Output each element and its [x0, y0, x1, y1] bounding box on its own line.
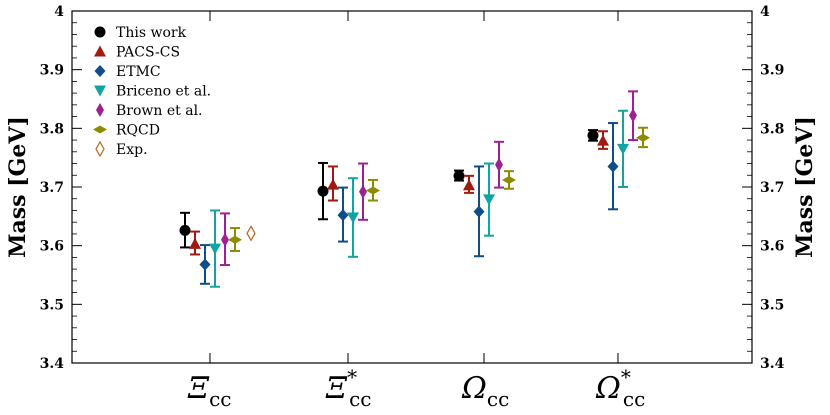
y-tick-label-left: 4	[54, 4, 64, 20]
y-tick-label-left: 3.9	[40, 63, 64, 79]
data-point	[246, 225, 256, 242]
category-symbol: Ω	[595, 371, 621, 406]
data-point	[327, 178, 339, 190]
y-tick-label-right: 4	[760, 4, 770, 20]
legend-label: Exp.	[116, 142, 148, 158]
legend-marker	[93, 125, 107, 134]
category-subscript: cc	[623, 387, 645, 411]
data-point	[359, 184, 367, 199]
y-tick-label-left: 3.4	[40, 356, 65, 372]
legend-marker	[94, 26, 106, 38]
category-label: Ξcc	[187, 371, 232, 411]
legend: This work PACS-CS ETMC Briceno et al. Brown …	[93, 25, 211, 158]
y-tick-label-left: 3.5	[40, 297, 64, 313]
legend-label: RQCD	[116, 123, 160, 139]
legend-label: Briceno et al.	[116, 84, 211, 100]
axis-ticks	[72, 10, 752, 364]
y-tick-label-right: 3.5	[760, 297, 784, 313]
y-tick-label-left: 3.8	[40, 121, 64, 137]
data-point	[617, 143, 629, 155]
y-axis-label-right: Mass [GeV]	[792, 116, 818, 258]
legend-marker	[95, 140, 105, 158]
legend-marker	[94, 85, 106, 97]
category-subscript: cc	[487, 387, 509, 411]
data-point	[366, 186, 380, 195]
data-point	[199, 258, 211, 271]
y-tick-label-left: 3.6	[40, 239, 64, 255]
category-label: Ξ* cc	[325, 365, 372, 411]
legend-marker	[94, 65, 106, 77]
category-label: Ω* cc	[595, 365, 645, 411]
legend-label: PACS-CS	[116, 45, 180, 61]
data-point	[463, 179, 475, 191]
y-tick-label-right: 3.7	[760, 180, 784, 196]
y-tick-label-right: 3.4	[760, 356, 785, 372]
legend-label: Brown et al.	[116, 103, 203, 119]
y-tick-labels: 3.4 3.4 3.5 3.5 3.6 3.6 3.7 3.7 3.8 3.8 3.9 3.9 4 4	[40, 4, 785, 372]
category-superscript: *	[621, 365, 631, 389]
data-point	[179, 224, 191, 236]
legend-marker	[96, 103, 104, 117]
legend-marker	[94, 45, 106, 57]
data-point	[502, 175, 516, 184]
category-subscript: cc	[209, 387, 231, 411]
plot-frame	[71, 10, 753, 364]
data-point	[221, 232, 229, 247]
legend-label: This work	[116, 25, 187, 41]
category-symbol: Ξ	[187, 371, 210, 406]
category-labels: Ξcc Ξ* cc Ωcc Ω* cc	[187, 365, 645, 411]
data-point	[347, 212, 359, 224]
data-point	[597, 134, 609, 146]
y-tick-label-right: 3.6	[760, 239, 784, 255]
data-point	[317, 185, 329, 197]
data-point	[209, 243, 221, 255]
y-tick-label-left: 3.7	[40, 180, 64, 196]
data-point	[228, 235, 242, 244]
data-point	[629, 108, 637, 123]
y-axis-label-left: Mass [GeV]	[5, 116, 31, 258]
data-point	[607, 160, 619, 173]
category-label: Ωcc	[461, 371, 509, 411]
y-tick-label-right: 3.8	[760, 121, 784, 137]
data-point	[495, 157, 503, 172]
category-symbol: Ω	[461, 371, 487, 406]
data-point	[337, 209, 349, 222]
data-marks	[179, 90, 650, 288]
category-superscript: *	[347, 365, 357, 389]
category-subscript: cc	[349, 387, 371, 411]
category-symbol: Ξ	[325, 371, 348, 406]
data-point	[636, 133, 650, 142]
data-point	[483, 194, 495, 206]
data-point	[587, 129, 599, 141]
legend-label: ETMC	[116, 64, 161, 80]
data-point	[453, 170, 465, 182]
y-tick-label-right: 3.9	[760, 63, 784, 79]
data-point	[473, 205, 485, 218]
data-point	[189, 237, 201, 249]
